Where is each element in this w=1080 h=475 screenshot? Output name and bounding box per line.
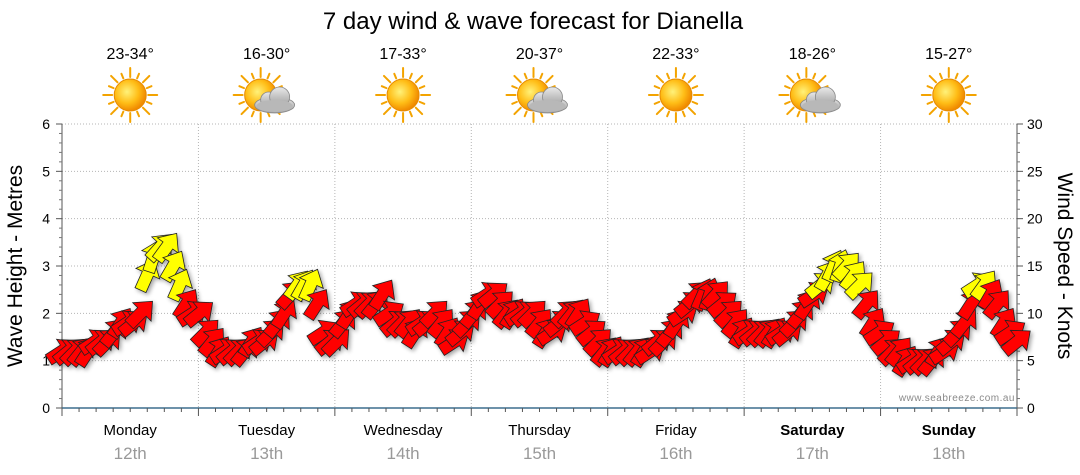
wind-arrow <box>182 301 214 329</box>
wind-arrow <box>159 250 187 284</box>
left-tick-label: 6 <box>42 116 50 132</box>
sun-icon <box>920 67 977 123</box>
wind-arrow <box>851 290 879 321</box>
day-date: 12th <box>114 444 147 463</box>
temperature-range: 16-30° <box>243 46 290 63</box>
wind-arrow <box>368 279 396 312</box>
day-name: Tuesday <box>238 422 295 439</box>
day-date: 17th <box>796 444 829 463</box>
wind-arrow <box>1000 329 1031 357</box>
day-date: 18th <box>932 444 965 463</box>
left-tick-label: 3 <box>42 258 50 274</box>
day-name: Thursday <box>508 422 571 439</box>
sun-cloud-icon <box>778 67 841 123</box>
sun-icon <box>647 67 704 123</box>
temperature-range: 23-34° <box>107 46 154 63</box>
day-date: 16th <box>659 444 692 463</box>
left-tick-label: 5 <box>42 163 50 179</box>
temperature-range: 15-27° <box>925 46 972 63</box>
temperature-range: 17-33° <box>379 46 426 63</box>
wind-arrow <box>151 232 179 265</box>
day-date: 13th <box>250 444 283 463</box>
wind-arrows <box>44 232 1031 378</box>
sun-icon <box>102 67 159 123</box>
right-tick-label: 20 <box>1027 211 1043 227</box>
left-tick-label: 0 <box>42 400 50 416</box>
right-tick-label: 5 <box>1027 353 1035 369</box>
right-tick-label: 10 <box>1027 305 1043 321</box>
temperature-range: 22-33° <box>652 46 699 63</box>
weather-row: 23-34° 16-30° 17-33° 20-37° 22-33° 18-26° 15-2… <box>102 46 977 123</box>
temperature-range: 18-26° <box>789 46 836 63</box>
wind-arrow <box>843 272 873 302</box>
sun-icon <box>375 67 432 123</box>
right-axis-title: Wind Speed - Knots <box>1053 173 1076 360</box>
left-tick-label: 4 <box>42 211 50 227</box>
chart-title: 7 day wind & wave forecast for Dianella <box>323 8 744 35</box>
chart-grid <box>62 123 1017 408</box>
wind-arrow <box>298 268 324 303</box>
wind-arrow <box>982 290 1010 321</box>
right-tick-label: 15 <box>1027 258 1043 274</box>
credit-text: www.seabreeze.com.au <box>898 393 1015 404</box>
right-tick-label: 25 <box>1027 163 1043 179</box>
sun-cloud-icon <box>505 67 568 123</box>
left-tick-label: 2 <box>42 305 50 321</box>
day-labels: Monday 12th Tuesday 13th Wednesday 14th Thursd… <box>104 422 977 463</box>
day-date: 15th <box>523 444 556 463</box>
wind-arrow <box>302 289 330 322</box>
left-tick-label: 1 <box>42 353 50 369</box>
right-tick-label: 30 <box>1027 116 1043 132</box>
day-date: 14th <box>387 444 420 463</box>
right-tick-label: 0 <box>1027 400 1035 416</box>
wind-arrow <box>167 268 194 303</box>
wind-arrow <box>124 300 153 330</box>
day-name: Monday <box>104 422 158 439</box>
sun-cloud-icon <box>232 67 296 123</box>
temperature-range: 20-37° <box>516 46 563 63</box>
chart-axes: 0 1 2 3 4 5 6 0 5 10 15 20 25 30 <box>42 116 1043 416</box>
day-name: Friday <box>655 422 697 439</box>
day-name: Wednesday <box>364 422 443 439</box>
left-axis-title: Wave Height - Metres <box>4 165 27 367</box>
wind-arrow <box>270 298 297 331</box>
day-name: Sunday <box>922 422 977 439</box>
day-name: Saturday <box>780 422 845 439</box>
